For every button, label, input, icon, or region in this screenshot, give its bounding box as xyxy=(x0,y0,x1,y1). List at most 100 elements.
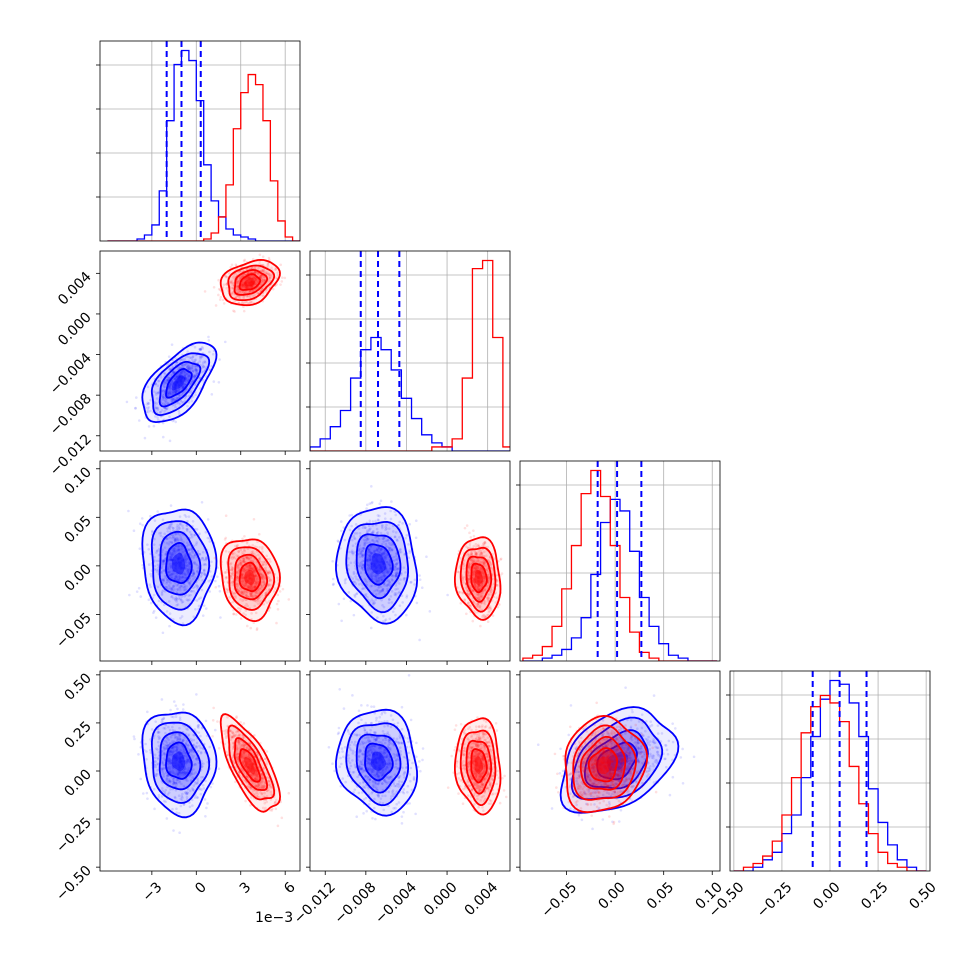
scatter-point xyxy=(250,551,254,554)
scatter-point xyxy=(182,571,186,575)
scatter-point xyxy=(182,363,185,367)
scatter-point xyxy=(253,545,257,548)
scatter-point xyxy=(194,367,198,371)
scatter-point xyxy=(261,574,265,577)
scatter-point xyxy=(259,275,262,278)
scatter-point xyxy=(199,347,203,351)
scatter-point xyxy=(241,284,244,287)
scatter-point xyxy=(170,399,174,403)
scatter-point xyxy=(236,572,240,575)
scatter-point xyxy=(148,583,152,587)
scatter-point xyxy=(248,295,252,298)
scatter-point xyxy=(155,559,159,563)
scatter-point xyxy=(169,566,173,570)
scatter-point xyxy=(377,576,381,580)
scatter-point xyxy=(200,571,204,575)
scatter-point xyxy=(242,557,245,561)
scatter-point xyxy=(241,560,245,563)
scatter-point xyxy=(235,582,239,586)
scatter-point xyxy=(162,402,165,405)
scatter-point xyxy=(348,550,351,554)
scatter-point xyxy=(149,514,152,518)
scatter-point xyxy=(180,370,184,374)
scatter-point xyxy=(201,550,205,554)
scatter-point xyxy=(257,558,261,561)
scatter-point xyxy=(260,576,264,580)
scatter-point xyxy=(258,253,262,257)
scatter-point xyxy=(269,560,272,563)
scatter-point xyxy=(256,580,260,584)
scatter-point xyxy=(253,266,257,270)
scatter-point xyxy=(251,270,254,274)
scatter-point xyxy=(167,584,171,587)
scatter-point xyxy=(263,582,267,585)
scatter-point xyxy=(174,405,177,409)
scatter-point xyxy=(177,373,181,376)
scatter-point xyxy=(179,616,182,620)
scatter-point xyxy=(225,576,229,579)
scatter-point xyxy=(175,374,179,378)
scatter-point xyxy=(262,562,265,566)
scatter-point xyxy=(177,388,180,392)
scatter-point xyxy=(227,550,231,554)
scatter-point xyxy=(162,559,166,563)
scatter-point xyxy=(175,575,178,578)
scatter-point xyxy=(243,548,246,552)
scatter-point xyxy=(156,408,160,412)
scatter-point xyxy=(414,536,418,540)
scatter-point xyxy=(234,613,238,616)
scatter-point xyxy=(155,393,158,396)
scatter-point xyxy=(177,544,181,547)
scatter-point xyxy=(204,530,208,534)
scatter-point xyxy=(250,591,254,595)
scatter-point xyxy=(381,547,384,550)
scatter-point xyxy=(181,526,185,530)
scatter-point xyxy=(168,562,172,566)
scatter-point xyxy=(239,548,243,552)
scatter-point xyxy=(203,798,207,801)
scatter-point xyxy=(166,530,170,533)
scatter-point xyxy=(179,577,182,580)
scatter-point xyxy=(167,587,170,591)
scatter-point xyxy=(188,366,191,370)
scatter-point xyxy=(161,435,165,439)
scatter-point xyxy=(171,572,174,576)
scatter-point xyxy=(394,593,398,597)
scatter-point xyxy=(216,575,219,578)
scatter-point xyxy=(174,370,177,373)
scatter-point xyxy=(168,573,172,577)
scatter-point xyxy=(227,272,231,275)
scatter-point xyxy=(180,358,183,362)
scatter-point xyxy=(339,520,343,523)
scatter-point xyxy=(372,551,376,554)
scatter-point xyxy=(230,572,234,576)
scatter-point xyxy=(255,291,259,295)
scatter-point xyxy=(237,566,241,569)
scatter-point xyxy=(177,394,181,397)
scatter-point xyxy=(168,551,172,555)
scatter-point xyxy=(171,419,175,423)
scatter-point xyxy=(254,266,257,269)
scatter-point xyxy=(161,388,164,392)
scatter-point xyxy=(255,579,258,583)
scatter-point xyxy=(236,589,240,592)
scatter-point xyxy=(152,543,156,546)
scatter-point xyxy=(250,567,254,570)
scatter-point xyxy=(171,533,175,537)
scatter-point xyxy=(264,568,268,572)
scatter-point xyxy=(229,562,232,566)
scatter-point xyxy=(181,524,184,528)
scatter-point xyxy=(184,515,188,518)
scatter-point xyxy=(155,568,158,571)
scatter-point xyxy=(193,374,197,377)
scatter-point xyxy=(223,538,227,541)
scatter-point xyxy=(276,578,280,582)
histogram-step-blue xyxy=(310,336,510,451)
scatter-point xyxy=(152,611,155,615)
scatter-point xyxy=(257,532,261,536)
histogram-step-red xyxy=(310,259,510,451)
scatter-point xyxy=(186,366,189,369)
scatter-point xyxy=(187,363,190,367)
scatter-point xyxy=(172,547,176,550)
